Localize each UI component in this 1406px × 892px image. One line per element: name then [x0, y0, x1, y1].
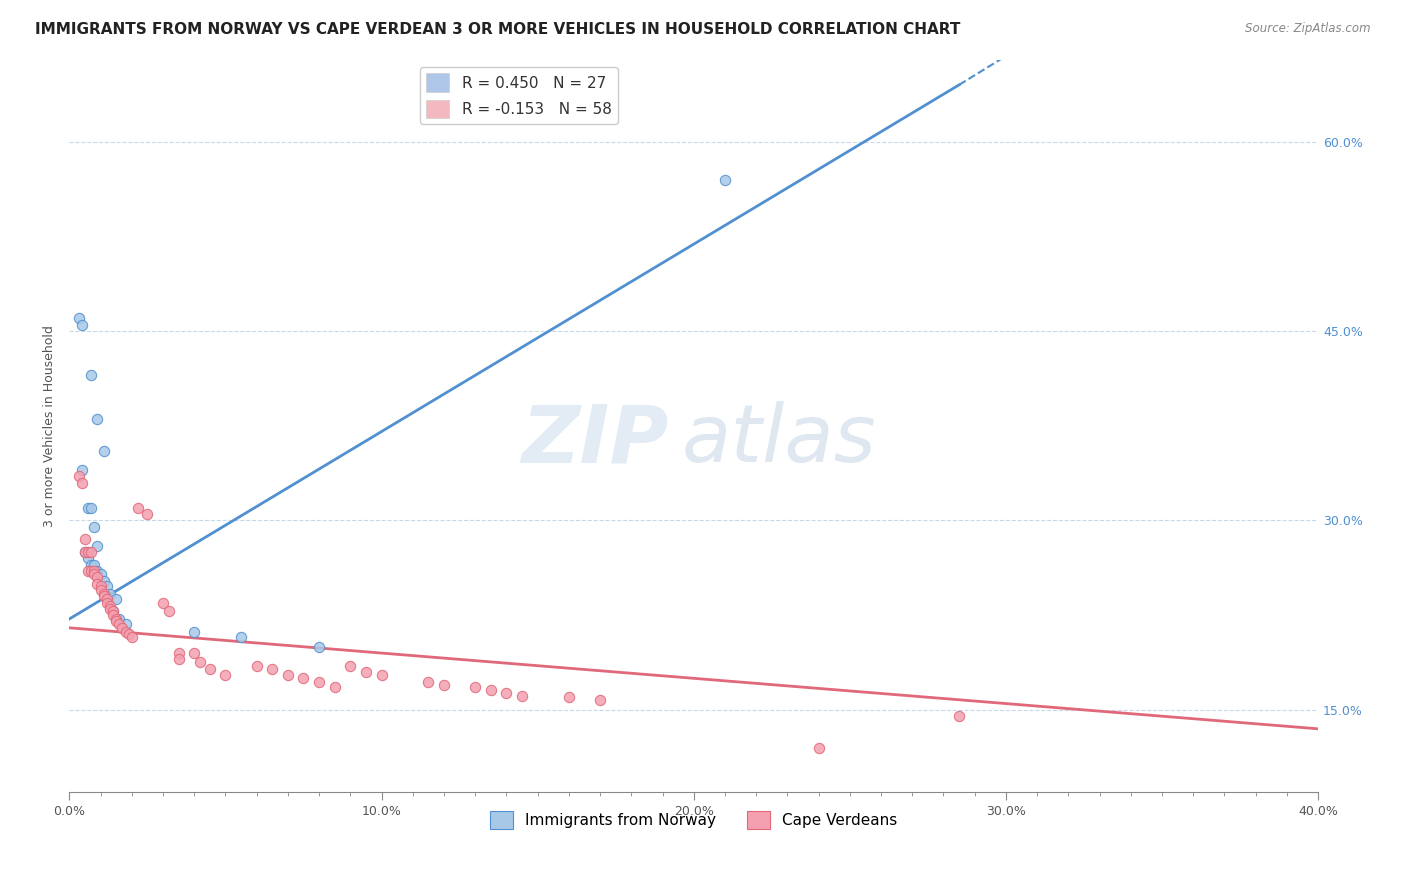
Point: [98, 587, 121, 601]
Point: [101, 608, 124, 623]
Point: [80, 368, 103, 383]
Point: [73, 533, 96, 547]
Point: [90, 582, 112, 597]
Point: [83, 558, 105, 572]
Point: [86, 570, 108, 584]
Point: [121, 630, 143, 644]
Point: [77, 564, 100, 578]
Point: [433, 678, 456, 692]
Point: [83, 566, 105, 581]
Point: [93, 574, 115, 588]
Point: [77, 500, 100, 515]
Point: [190, 655, 212, 669]
Point: [277, 667, 299, 681]
Point: [105, 591, 128, 606]
Text: Source: ZipAtlas.com: Source: ZipAtlas.com: [1246, 22, 1371, 36]
Point: [948, 709, 970, 723]
Point: [86, 564, 108, 578]
Legend: Immigrants from Norway, Cape Verdeans: Immigrants from Norway, Cape Verdeans: [484, 805, 904, 836]
Point: [86, 539, 108, 553]
Point: [73, 545, 96, 559]
Point: [83, 564, 105, 578]
Text: ZIP: ZIP: [522, 401, 669, 479]
Point: [98, 599, 121, 614]
Point: [339, 658, 361, 673]
Point: [114, 617, 136, 632]
Point: [67, 469, 90, 483]
Point: [418, 675, 440, 690]
Point: [77, 551, 100, 566]
Point: [114, 624, 136, 639]
Point: [323, 680, 346, 694]
Point: [136, 507, 159, 521]
Point: [807, 740, 830, 755]
Point: [127, 500, 149, 515]
Point: [90, 579, 112, 593]
Point: [108, 612, 131, 626]
Text: IMMIGRANTS FROM NORWAY VS CAPE VERDEAN 3 OR MORE VEHICLES IN HOUSEHOLD CORRELATI: IMMIGRANTS FROM NORWAY VS CAPE VERDEAN 3…: [35, 22, 960, 37]
Point: [80, 500, 103, 515]
Point: [198, 663, 221, 677]
Point: [101, 604, 124, 618]
Point: [96, 579, 118, 593]
Point: [152, 596, 174, 610]
Point: [70, 475, 93, 490]
Point: [70, 463, 93, 477]
Point: [479, 682, 502, 697]
Point: [111, 621, 134, 635]
Point: [214, 667, 236, 681]
Point: [308, 640, 330, 654]
Point: [86, 412, 108, 426]
Point: [101, 604, 124, 618]
Point: [229, 630, 252, 644]
Point: [80, 564, 103, 578]
Point: [93, 444, 115, 458]
Point: [117, 627, 139, 641]
Point: [90, 566, 112, 581]
Point: [108, 617, 131, 632]
Point: [83, 520, 105, 534]
Point: [67, 311, 90, 326]
Point: [80, 558, 103, 572]
Point: [464, 680, 486, 694]
Point: [589, 693, 612, 707]
Point: [308, 675, 330, 690]
Point: [714, 172, 737, 186]
Point: [73, 545, 96, 559]
Point: [77, 545, 100, 559]
Point: [105, 612, 128, 626]
Point: [93, 587, 115, 601]
Point: [510, 689, 533, 703]
Text: atlas: atlas: [682, 401, 876, 479]
Point: [93, 589, 115, 603]
Point: [105, 615, 128, 629]
Point: [70, 318, 93, 332]
Point: [157, 604, 180, 618]
Point: [96, 596, 118, 610]
Point: [183, 646, 205, 660]
Point: [354, 665, 377, 679]
Point: [167, 652, 190, 666]
Point: [96, 591, 118, 606]
Point: [246, 658, 269, 673]
Point: [183, 624, 205, 639]
Point: [370, 667, 392, 681]
Point: [292, 671, 315, 685]
Point: [262, 663, 284, 677]
Point: [80, 545, 103, 559]
Point: [558, 690, 581, 705]
Point: [86, 576, 108, 591]
Point: [495, 686, 517, 700]
Y-axis label: 3 or more Vehicles in Household: 3 or more Vehicles in Household: [44, 325, 56, 526]
Point: [98, 602, 121, 616]
Point: [167, 646, 190, 660]
